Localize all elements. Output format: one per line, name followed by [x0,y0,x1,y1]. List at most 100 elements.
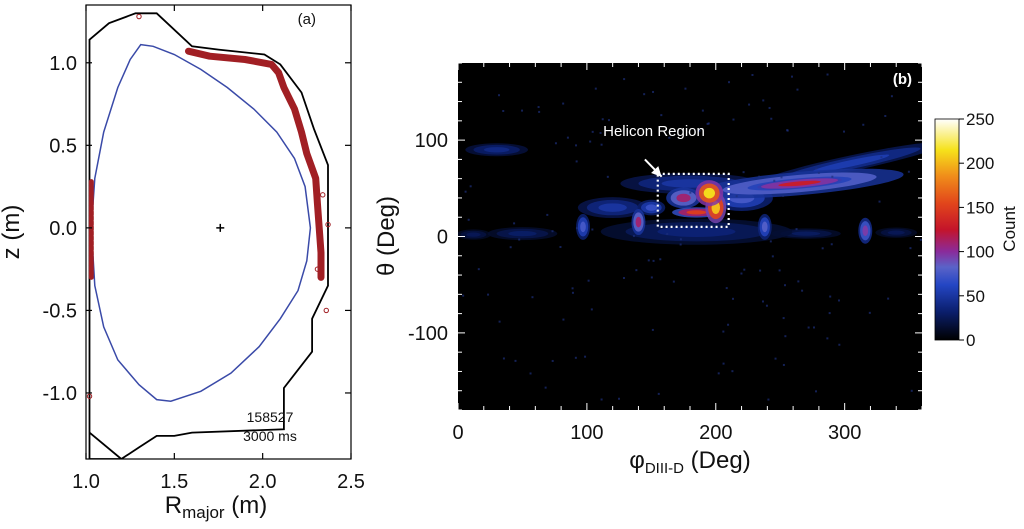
colorbar-label: Count [1000,206,1019,252]
speckle [731,297,734,300]
speckle [801,289,804,292]
speckle [759,269,762,272]
strike-band [185,47,325,281]
heat-blob [631,209,646,236]
colorbar-tick-label: 250 [966,110,994,129]
speckle [571,287,574,290]
speckle [544,386,547,389]
panel-b-label: (b) [893,71,912,88]
panel-a-x-label: Rmajor (m) [165,492,268,522]
speckle [559,245,562,248]
speckle [469,185,472,188]
speckle [635,269,638,272]
speckle [890,95,893,98]
speckle [584,355,587,358]
speckle [647,259,650,262]
speckle [732,118,735,121]
panel-b-y-ticks: 100 0 -100 [408,130,448,345]
speckle [575,144,578,147]
speckle [748,103,751,106]
speckle [464,190,467,193]
heat-blob-core [686,210,707,215]
x-tick-label: 2.5 [337,471,365,493]
speckle [566,136,569,139]
speckle [887,297,890,300]
x-tick-label: 2.0 [249,471,277,493]
speckle [632,235,635,238]
speckle [618,397,621,400]
speckle [830,243,833,246]
speckle [657,392,660,395]
heat-blob-core [791,231,821,236]
speckle [862,123,865,126]
helicon-region-label: Helicon Region [603,123,705,140]
speckle [817,171,820,174]
heat-blob [666,187,701,209]
y-tick-label: 0 [437,227,448,249]
y-tick-label: 0.5 [49,135,77,157]
colorbar-tick-label: 150 [966,198,994,217]
speckle [599,131,602,134]
speckle [780,176,783,179]
speckle [623,78,626,81]
heat-blob-core [703,187,716,199]
helicon-box [656,172,730,228]
speckle [782,317,785,320]
panel-a: 1.0 1.5 2.0 2.5 1.0 0.5 0.0 -0.5 -1.0 (a) 15852… [0,4,365,522]
speckle [778,269,781,272]
speckle [768,106,771,109]
speckle [660,114,663,117]
heat-blob [695,180,724,207]
panel-a-label: (a) [298,11,316,28]
speckle [537,106,540,109]
speckle [698,129,701,132]
speckle [797,280,800,283]
panel-b-x-ticks: 0 100 200 300 [452,422,861,444]
heat-blob [458,229,491,240]
speckle [574,356,577,359]
x-tick-label: 100 [570,422,603,444]
panel-a-y-label: z (m) [0,205,25,260]
speckle [821,247,824,250]
shot-number: 158527 [247,409,294,425]
speckle [740,272,743,275]
speckle [829,295,832,298]
speckle [551,230,554,233]
x-tick-label: 1.5 [160,471,188,493]
speckle [571,291,574,294]
vessel-corner [88,431,122,459]
speckle [591,130,594,133]
speckle [878,200,881,203]
speckle [826,73,829,76]
panel-b-frame-ticks [457,62,923,411]
speckle [751,73,754,76]
speckle [652,259,655,262]
speckle [796,88,799,91]
speckle [782,363,785,366]
heatmap-intensity-blobs [458,141,922,245]
strike-point [86,393,93,399]
speckle [907,170,910,173]
heat-blob-core [635,216,642,228]
strike-point [325,221,331,228]
heatmap-area [458,73,922,401]
helicon-arrow [644,158,663,178]
heat-blob [577,197,648,218]
speckle [812,326,815,329]
speckle [509,246,512,249]
y-tick-label: 0.0 [49,218,77,240]
speckle [707,122,710,125]
y-tick-label: -100 [408,323,448,345]
speckle [909,247,912,250]
arrow-head [651,166,662,177]
speckle [786,129,789,132]
colorbar [934,118,960,341]
speckle [722,362,725,365]
speckle [546,213,549,216]
heat-blob-core [676,193,691,203]
panel-b: Helicon Region (b) 0 100 200 300 100 0 -100 φ… [373,62,1019,477]
speckle [607,119,610,122]
speckle [590,308,593,311]
speckle [562,102,565,105]
colorbar-tick-label: 100 [966,243,994,262]
